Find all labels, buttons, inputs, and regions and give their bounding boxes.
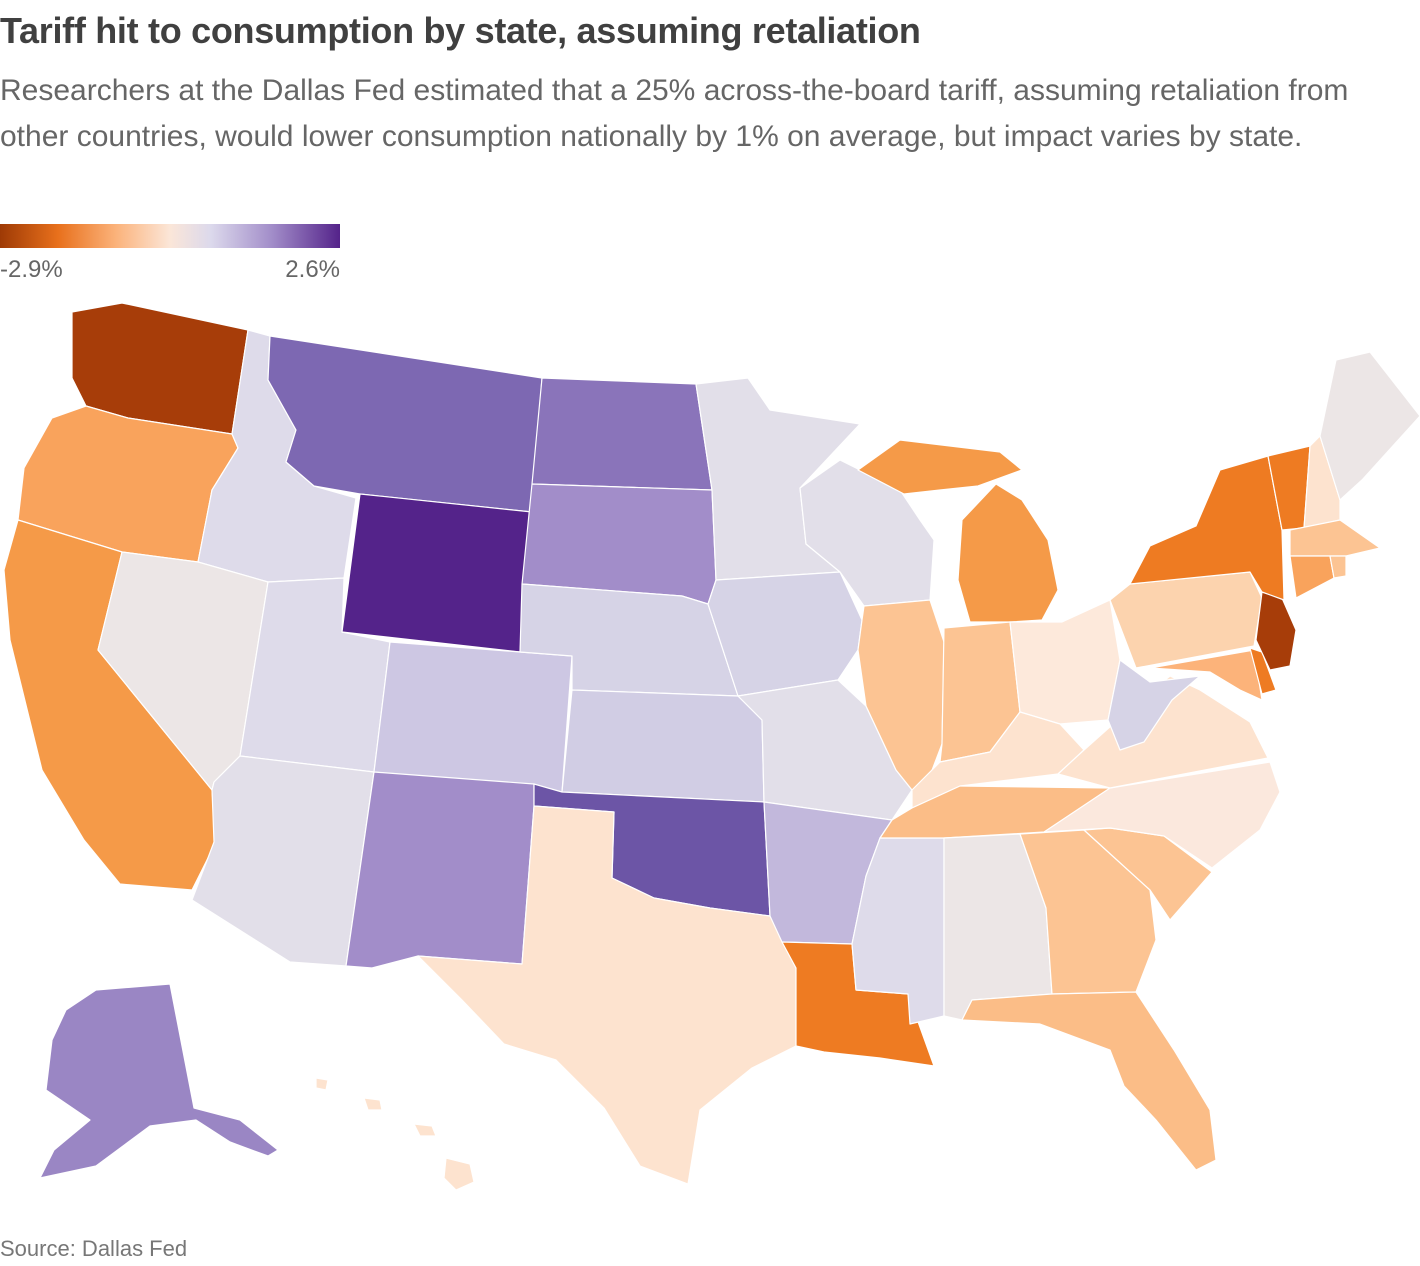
state-west-virginia[interactable] [1107,659,1201,751]
state-delaware[interactable] [1249,647,1277,695]
legend-gradient-bar [0,224,340,248]
chart-title: Tariff hit to consumption by state, assu… [0,10,921,51]
state-hawaii-main[interactable] [443,1157,475,1191]
state-north-carolina[interactable] [1043,761,1281,869]
state-arizona[interactable] [191,755,375,967]
us-state-map [3,302,1420,1191]
state-michigan[interactable] [957,483,1059,623]
state-alaska[interactable] [39,983,279,1179]
state-rhode-island[interactable] [1329,555,1347,579]
state-hawaii-maui[interactable] [413,1123,437,1137]
state-maryland[interactable] [1149,649,1263,701]
state-maine[interactable] [1319,351,1420,501]
state-massachusetts[interactable] [1289,519,1381,557]
state-connecticut[interactable] [1289,555,1335,599]
legend-min-label: -2.9% [0,256,63,283]
source-note: Source: Dallas Fed [0,1236,188,1261]
state-florida[interactable] [961,991,1217,1171]
state-new-mexico[interactable] [345,771,535,969]
state-north-dakota[interactable] [531,377,713,491]
chart-subtitle: Researchers at the Dallas Fed estimated … [0,74,1349,153]
state-wyoming[interactable] [341,493,533,653]
legend-max-label: 2.6% [285,256,340,283]
state-virginia[interactable] [1057,675,1269,789]
state-kansas[interactable] [561,689,765,803]
state-iowa[interactable] [707,571,863,697]
state-hawaii-kauai[interactable] [315,1077,329,1091]
color-legend: -2.9% 2.6% [0,224,340,283]
state-new-hampshire[interactable] [1303,435,1341,529]
state-colorado[interactable] [373,641,573,793]
state-texas[interactable] [417,805,797,1185]
state-michigan-upper[interactable] [857,439,1023,495]
state-hawaii-oahu[interactable] [363,1097,383,1111]
